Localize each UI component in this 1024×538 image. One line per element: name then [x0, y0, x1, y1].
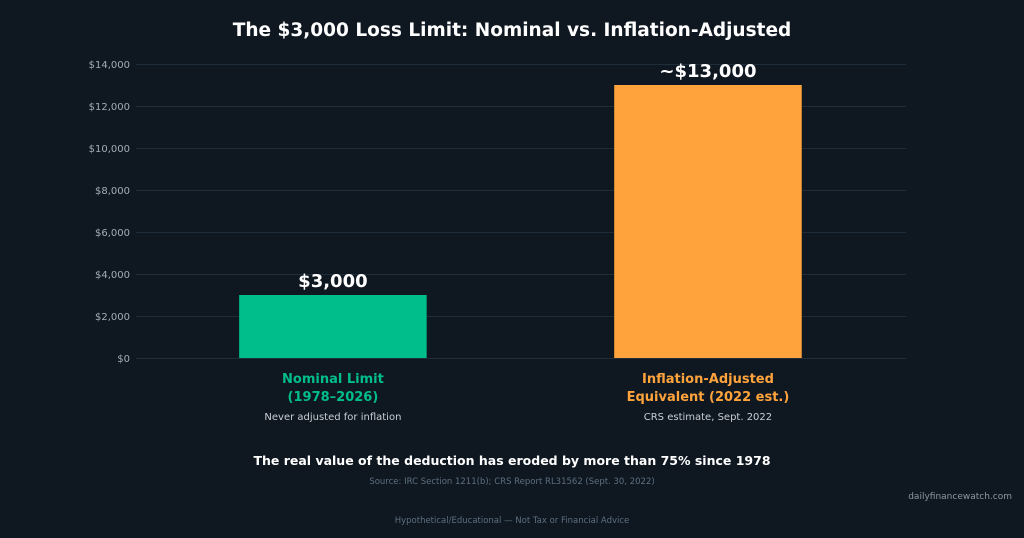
takeaway-caption: The real value of the deduction has erod… — [253, 453, 770, 468]
y-tick-label: $4,000 — [95, 270, 130, 281]
category-note-nominal-limit: Never adjusted for inflation — [264, 412, 401, 423]
category-label-nominal-limit: (1978–2026) — [288, 390, 379, 405]
category-label-inflation-adjusted: Equivalent (2022 est.) — [627, 390, 790, 405]
site-watermark: dailyfinancewatch.com — [908, 492, 1012, 502]
y-tick-label: $6,000 — [95, 228, 130, 239]
y-axis-tick-labels: $0 $2,000 $4,000 $6,000 $8,000 $10,000 $12,000… — [89, 60, 130, 365]
value-label-inflation-adjusted: ~$13,000 — [659, 61, 756, 82]
disclaimer: Hypothetical/Educational — Not Tax or Fi… — [395, 516, 630, 526]
y-tick-label: $0 — [117, 354, 130, 365]
y-tick-label: $12,000 — [89, 102, 130, 113]
source-note: Source: IRC Section 1211(b); CRS Report … — [369, 477, 654, 487]
y-tick-label: $10,000 — [89, 144, 130, 155]
category-label-nominal-limit: Nominal Limit — [282, 372, 384, 387]
bar-inflation-adjusted — [614, 85, 802, 358]
chart-title: The $3,000 Loss Limit: Nominal vs. Infla… — [233, 20, 792, 41]
y-tick-label: $2,000 — [95, 312, 130, 323]
category-label-inflation-adjusted: Inflation-Adjusted — [642, 372, 774, 387]
bar-value-labels: $3,000 ~$13,000 — [298, 61, 756, 292]
bars — [239, 85, 802, 358]
y-tick-label: $14,000 — [89, 60, 130, 71]
bar-nominal-limit — [239, 295, 427, 358]
category-note-inflation-adjusted: CRS estimate, Sept. 2022 — [644, 412, 772, 423]
x-axis-category-labels: Nominal Limit (1978–2026) Never adjusted f… — [264, 372, 789, 423]
y-tick-label: $8,000 — [95, 186, 130, 197]
value-label-nominal-limit: $3,000 — [298, 271, 367, 292]
